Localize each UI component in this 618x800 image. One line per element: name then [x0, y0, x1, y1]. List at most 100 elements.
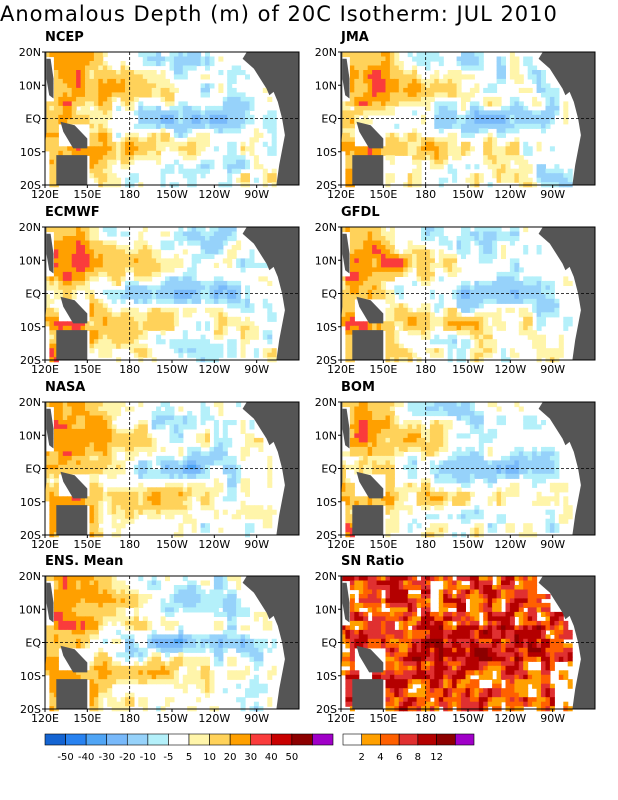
lat-label: 10S [316, 146, 337, 159]
lon-label: 120E [327, 188, 355, 201]
colorbar-swatch [188, 733, 210, 746]
lon-label: 150E [73, 712, 101, 725]
lon-label: 120W [198, 188, 230, 201]
lon-label: 90W [244, 712, 269, 725]
colorbar-swatch [270, 733, 293, 746]
lon-label: 90W [540, 363, 565, 376]
colorbar-swatch [342, 733, 363, 746]
lon-label: 120W [494, 363, 526, 376]
lon-label: 150E [73, 538, 101, 551]
lon-label: 180 [415, 538, 436, 551]
lat-label: 20N [315, 396, 337, 409]
lat-label: 20N [19, 396, 41, 409]
lon-label: 120E [327, 363, 355, 376]
lon-label: 90W [540, 188, 565, 201]
lon-label: 180 [119, 188, 140, 201]
colorbar-swatch [44, 733, 66, 746]
lon-label: 180 [119, 538, 140, 551]
lat-label: 20S [20, 529, 41, 542]
colorbar-tick: 5 [186, 752, 192, 763]
lon-label: 120W [494, 712, 526, 725]
lat-label: 20N [19, 221, 41, 234]
panel-title: ENS. Mean [45, 554, 124, 569]
lon-label: 90W [540, 712, 565, 725]
lon-label: 180 [415, 712, 436, 725]
lat-label: 10N [19, 603, 41, 616]
lat-label: 10N [315, 429, 337, 442]
lon-label: 180 [119, 712, 140, 725]
colorbar-swatch [229, 733, 252, 746]
lon-label: 120W [494, 188, 526, 201]
lat-label: 20N [315, 221, 337, 234]
colorbar-swatch [65, 733, 87, 746]
lon-label: 150W [452, 538, 484, 551]
lat-label: 10S [20, 321, 41, 334]
colorbar-tick: 20 [224, 752, 237, 763]
lat-label: 10S [316, 670, 337, 683]
lat-label: 20S [20, 354, 41, 367]
lon-label: 150E [369, 712, 397, 725]
lat-label: 20S [316, 529, 337, 542]
colorbar-swatch [454, 733, 475, 746]
colorbar-swatch [312, 733, 334, 746]
panel-title: BOM [341, 380, 375, 395]
lon-label: 180 [119, 363, 140, 376]
lon-label: 150W [156, 363, 188, 376]
lat-label: 20S [316, 179, 337, 192]
colorbar-tick: -5 [163, 752, 173, 763]
colorbar-swatch [398, 733, 419, 746]
lon-label: 150E [369, 363, 397, 376]
colorbar-swatch [291, 733, 313, 746]
lat-label: 20N [19, 46, 41, 59]
lon-label: 150E [369, 188, 397, 201]
lon-label: 120W [494, 538, 526, 551]
colorbar-tick: 8 [415, 752, 421, 763]
lat-label: 20N [19, 570, 41, 583]
lon-label: 150W [156, 712, 188, 725]
colorbar-swatch [85, 733, 108, 746]
colorbar-tick: -30 [99, 752, 115, 763]
colorbar-swatch [126, 733, 149, 746]
panel-title: NCEP [45, 30, 84, 45]
lat-label: 20S [316, 354, 337, 367]
lat-label: EQ [25, 463, 41, 476]
sn-colorbar: 2 4 6 8 12 [342, 733, 475, 763]
colorbar-swatch [106, 733, 128, 746]
land-mass [341, 227, 595, 360]
lat-label: 20N [315, 46, 337, 59]
lat-label: EQ [321, 463, 337, 476]
lon-label: 150W [452, 363, 484, 376]
colorbar-swatch [168, 733, 190, 746]
lon-label: 120E [31, 188, 59, 201]
lat-label: 20N [315, 570, 337, 583]
lat-label: 10S [20, 146, 41, 159]
figure-title: Anomalous Depth (m) of 20C Isotherm: JUL… [0, 2, 558, 26]
lat-label: 10N [19, 79, 41, 92]
colorbar-tick: 40 [265, 752, 278, 763]
lon-label: 150W [452, 712, 484, 725]
lat-label: 20S [20, 179, 41, 192]
lon-label: 150W [452, 188, 484, 201]
colorbar-swatch [209, 733, 231, 746]
lat-label: 10N [19, 254, 41, 267]
colorbar-tick: 2 [359, 752, 365, 763]
lon-label: 180 [415, 363, 436, 376]
lat-label: EQ [25, 288, 41, 301]
lon-label: 120W [198, 538, 230, 551]
panel-title: GFDL [341, 205, 380, 220]
panel-title: ECMWF [45, 205, 100, 220]
lon-label: 150E [369, 538, 397, 551]
lat-label: 10N [315, 603, 337, 616]
colorbar-swatch [436, 733, 456, 746]
colorbar-tick: 4 [377, 752, 383, 763]
colorbar-tick: 30 [244, 752, 257, 763]
colorbar-tick: -20 [119, 752, 135, 763]
lat-label: 10S [316, 496, 337, 509]
panel-title: SN Ratio [341, 554, 405, 569]
panel-title: JMA [341, 30, 369, 45]
lon-label: 180 [415, 188, 436, 201]
lat-label: 10N [19, 429, 41, 442]
